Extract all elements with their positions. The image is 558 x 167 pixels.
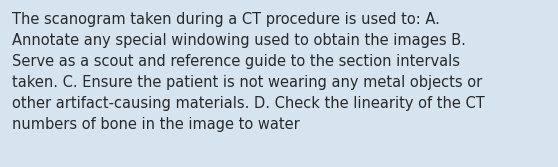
Text: The scanogram taken during a CT procedure is used to: A.
Annotate any special wi: The scanogram taken during a CT procedur…: [12, 12, 485, 132]
